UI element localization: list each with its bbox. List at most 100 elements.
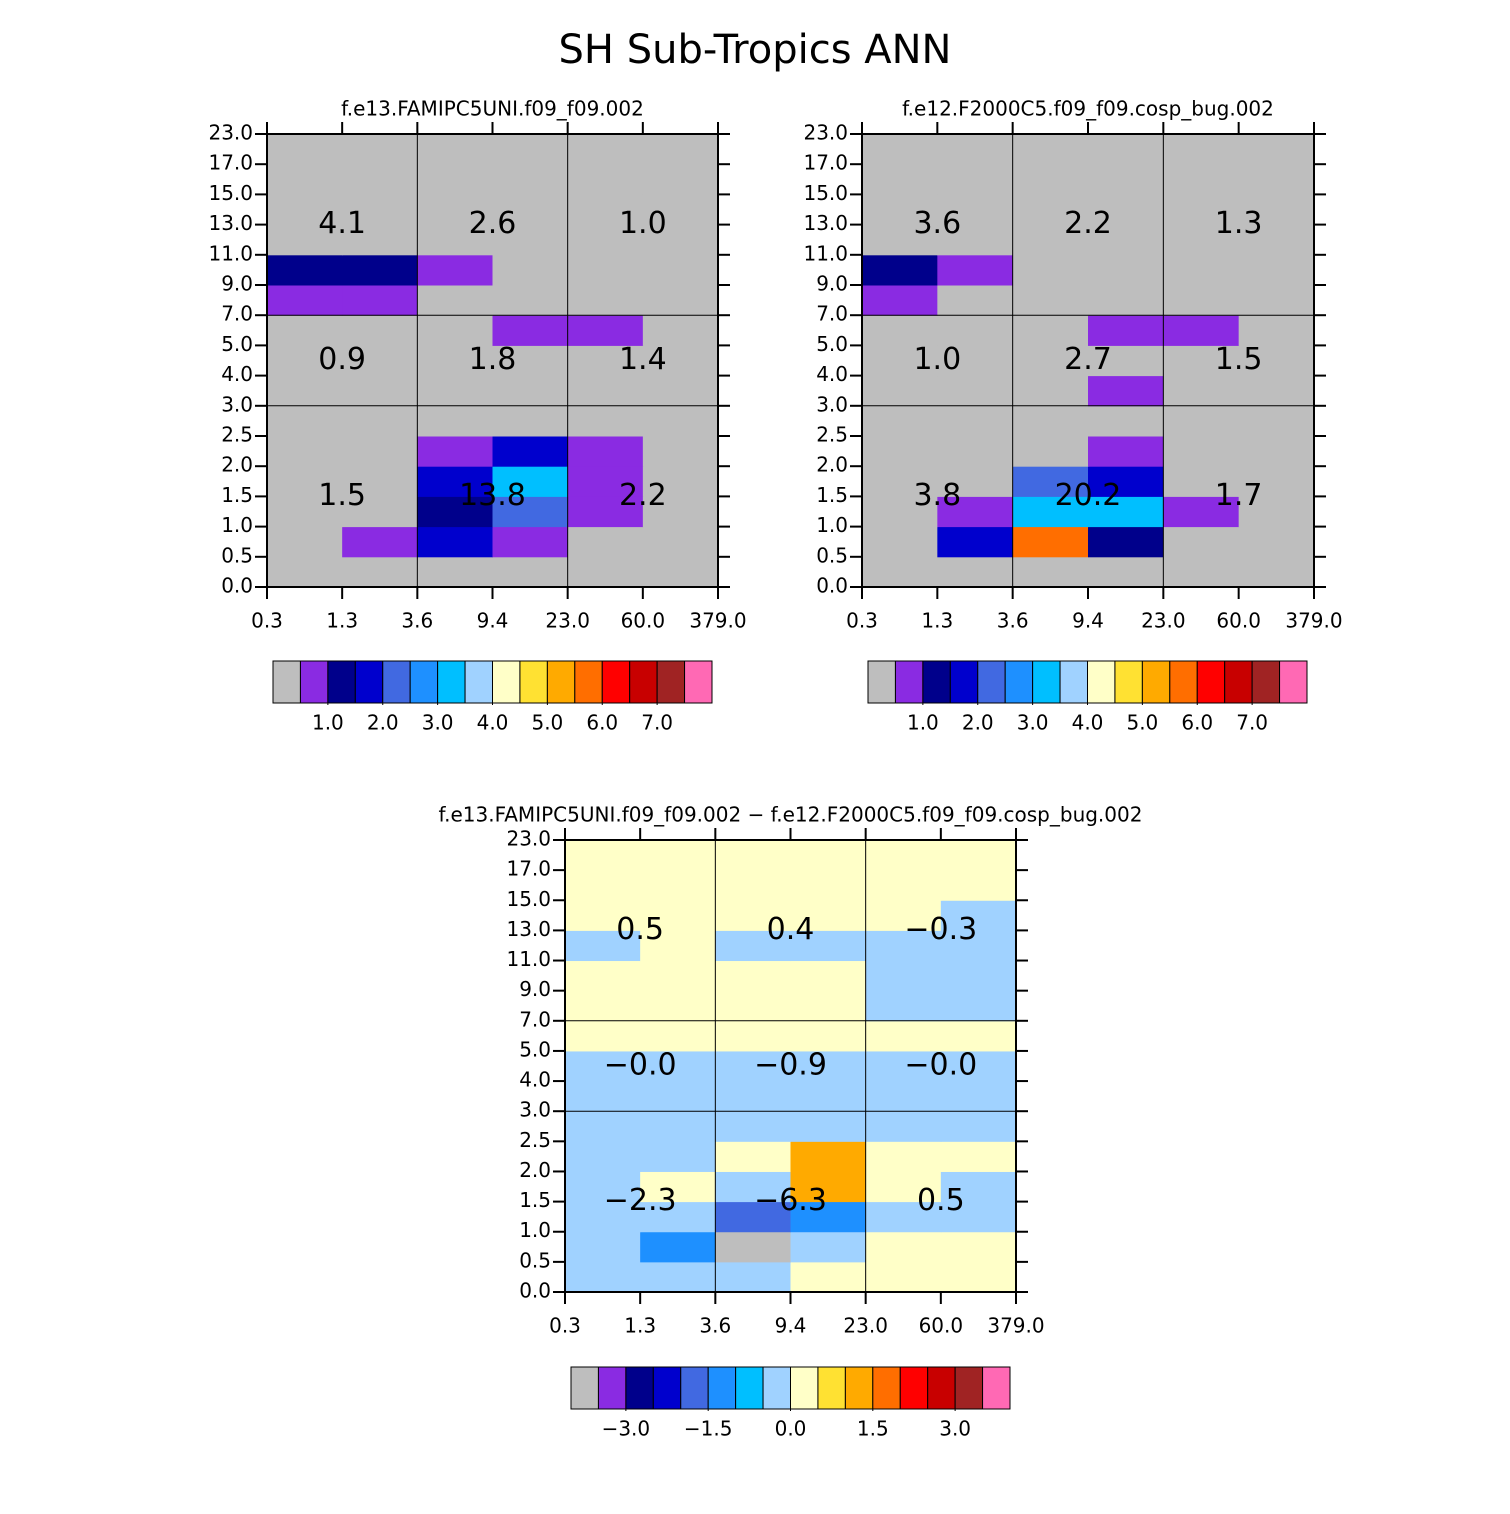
cell	[642, 345, 719, 377]
cell	[267, 164, 343, 195]
region-label: 20.2	[1055, 478, 1122, 513]
y-tick-label: 4.0	[816, 362, 848, 386]
cell	[342, 345, 418, 377]
y-tick-label: 9.0	[816, 272, 848, 296]
region-label: −2.3	[604, 1183, 677, 1218]
x-tick-label: 379.0	[689, 609, 746, 633]
cell	[937, 526, 1014, 558]
y-tick-label: 5.0	[816, 332, 848, 356]
cell	[937, 164, 1014, 195]
cell	[267, 254, 343, 286]
cell	[940, 930, 1017, 962]
cell	[715, 1081, 791, 1112]
cell	[492, 496, 569, 528]
cell	[1238, 496, 1315, 528]
colorbar-tick-label: 2.0	[962, 711, 994, 735]
y-tick-label: 9.0	[519, 977, 551, 1001]
cell	[862, 556, 938, 588]
cell	[940, 1111, 1017, 1142]
x-tick-label: 3.6	[699, 1314, 731, 1338]
cell	[640, 1171, 716, 1203]
cell	[342, 466, 418, 497]
cell	[342, 134, 418, 165]
x-tick-label: 60.0	[1216, 609, 1261, 633]
cell	[267, 194, 343, 226]
region-label: 0.5	[917, 1183, 965, 1218]
colorbar-box	[272, 660, 301, 704]
cell	[1238, 285, 1315, 316]
cell	[492, 254, 569, 286]
cell	[715, 1141, 791, 1172]
cell	[937, 436, 1014, 467]
cell	[565, 900, 641, 931]
cell	[1088, 194, 1164, 226]
cell	[865, 900, 942, 931]
cell	[642, 436, 719, 467]
cell	[790, 840, 867, 871]
colorbar-box	[652, 1366, 682, 1410]
cell	[1088, 405, 1164, 437]
cell	[940, 1081, 1017, 1112]
y-tick-label: 9.0	[221, 272, 253, 296]
cell	[865, 1111, 942, 1142]
y-tick-label: 5.0	[519, 1037, 551, 1061]
cell	[790, 1081, 867, 1112]
colorbar-box	[982, 1366, 1011, 1410]
cell	[1088, 224, 1164, 256]
cell	[342, 224, 418, 256]
x-tick-label: 23.0	[843, 1314, 888, 1338]
region-label: 3.6	[913, 206, 961, 241]
cell	[715, 1020, 791, 1052]
colorbar-tick-label: 0.0	[775, 1417, 807, 1441]
cell	[1238, 436, 1315, 467]
cell	[1088, 436, 1164, 467]
y-tick-label: 1.5	[221, 483, 253, 507]
cell	[267, 466, 343, 497]
region-label: 1.3	[1215, 206, 1263, 241]
cell	[790, 870, 867, 901]
region-label: 0.4	[767, 912, 815, 947]
x-tick-label: 3.6	[997, 609, 1029, 633]
cell	[937, 405, 1014, 437]
colorbar-tick-label: 5.0	[531, 711, 563, 735]
cell	[865, 960, 942, 992]
cell	[1012, 285, 1089, 316]
cell	[492, 315, 569, 346]
y-tick-label: 5.0	[221, 332, 253, 356]
cell	[342, 164, 418, 195]
y-tick-label: 2.0	[816, 453, 848, 477]
cell	[342, 194, 418, 226]
cell	[267, 496, 343, 528]
cell	[267, 345, 343, 377]
cell	[640, 960, 716, 992]
colorbar-tick-label: 6.0	[1181, 711, 1213, 735]
cell	[940, 1261, 1017, 1293]
cell	[790, 1020, 867, 1052]
cell	[790, 990, 867, 1022]
cell	[342, 285, 418, 316]
colorbar-box	[762, 1366, 791, 1410]
cell	[790, 900, 867, 931]
region-label: −0.0	[904, 1048, 977, 1083]
colorbar-box	[899, 1366, 929, 1410]
colorbar-box	[519, 660, 548, 704]
cell	[1088, 556, 1164, 588]
cell	[640, 1231, 716, 1263]
x-tick-label: 1.3	[921, 609, 953, 633]
cell	[865, 930, 942, 962]
region-label: 1.8	[469, 342, 517, 377]
cell	[565, 840, 641, 871]
cell	[567, 526, 644, 558]
cell	[1163, 466, 1240, 497]
cell	[865, 840, 942, 871]
cell	[640, 1141, 716, 1172]
cell	[567, 194, 644, 226]
cell	[567, 315, 644, 346]
region-label: 1.5	[1215, 342, 1263, 377]
cell	[1012, 134, 1089, 165]
cell	[715, 1050, 791, 1082]
colorbar-tick-label: −1.5	[684, 1417, 733, 1441]
colorbar-box	[927, 1366, 956, 1410]
cell	[865, 1050, 942, 1082]
